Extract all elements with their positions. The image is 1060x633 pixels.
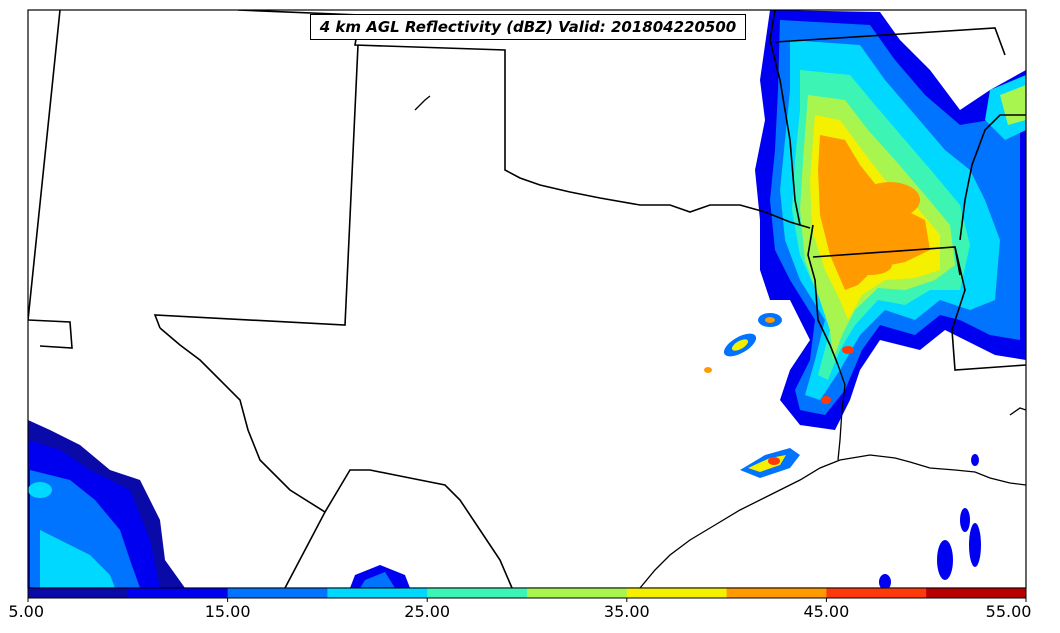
colorbar-segment xyxy=(626,588,728,598)
colorbar-outline xyxy=(27,587,1027,599)
colorbar-segment xyxy=(826,588,927,598)
colorbar xyxy=(27,587,1027,602)
colorbar-tick-label: 25.00 xyxy=(404,602,451,621)
colorbar-tick-label: 35.00 xyxy=(603,602,650,621)
map-title: 4 km AGL Reflectivity (dBZ) Valid: 20180… xyxy=(310,14,746,40)
colorbar-segment xyxy=(127,588,229,598)
colorbar-tick-label: 15.00 xyxy=(204,602,251,621)
colorbar-segment xyxy=(28,588,129,598)
colorbar-segment xyxy=(527,588,628,598)
colorbar-tick-label: 5.00 xyxy=(8,602,45,621)
colorbar-segment xyxy=(227,588,328,598)
reflectivity-area-east xyxy=(704,10,1026,588)
colorbar-tick-label: 45.00 xyxy=(803,602,850,621)
reflectivity-area-southwest xyxy=(28,420,410,588)
colorbar-segment xyxy=(926,588,1027,598)
colorbar-segment xyxy=(726,588,827,598)
colorbar-tick-label: 55.00 xyxy=(985,602,1032,621)
state-boundaries xyxy=(28,10,1026,588)
colorbar-segment xyxy=(327,588,428,598)
colorbar-segment xyxy=(427,588,528,598)
coastline xyxy=(414,95,1026,588)
